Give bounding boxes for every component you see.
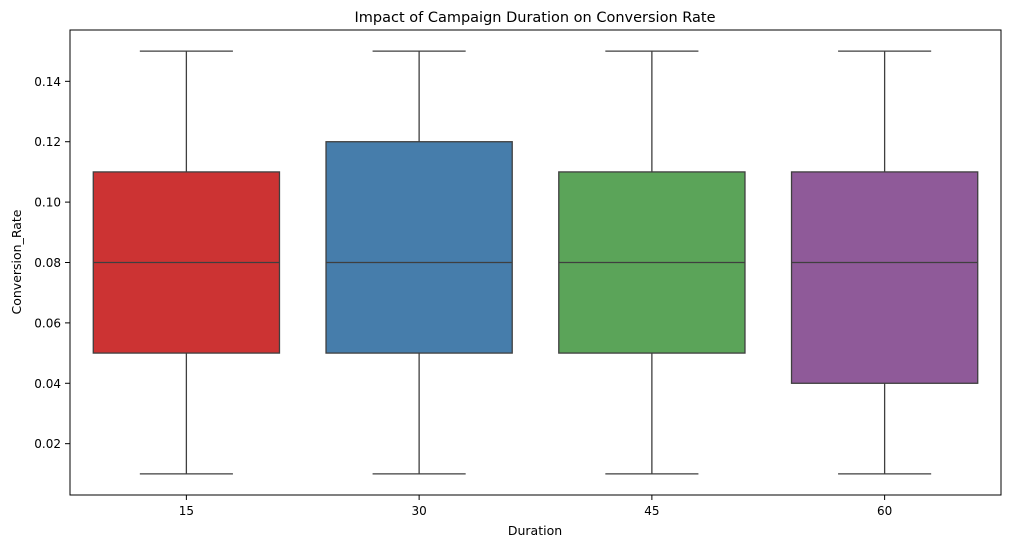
- y-tick-label-0.06: 0.06: [34, 316, 61, 330]
- y-tick-label-0.10: 0.10: [34, 196, 61, 210]
- box-group-15: [92, 50, 281, 475]
- box-group-30: [325, 50, 513, 475]
- box-group-45: [558, 50, 746, 475]
- x-tick-label-30: 30: [411, 504, 426, 518]
- x-axis-label: Duration: [508, 523, 562, 538]
- y-tick-label-0.14: 0.14: [34, 75, 61, 89]
- chart-title: Impact of Campaign Duration on Conversio…: [354, 10, 715, 26]
- y-tick-label-0.02: 0.02: [34, 437, 61, 451]
- plot-frame: [69, 29, 1002, 496]
- y-tick-label-0.12: 0.12: [34, 135, 61, 149]
- y-tick-label-0.04: 0.04: [34, 377, 61, 391]
- box-60: [790, 171, 979, 384]
- y-axis-label: Conversion_Rate: [9, 209, 24, 314]
- ticks-layer: 15 30 45 60 0.02 0.04 0.06 0.08 0.10 0.12 0.14: [34, 75, 892, 518]
- box-group-60: [790, 50, 979, 475]
- x-tick-label-60: 60: [877, 504, 892, 518]
- x-tick-label-45: 45: [644, 504, 659, 518]
- boxes-layer: [92, 50, 979, 475]
- y-tick-label-0.08: 0.08: [34, 256, 61, 270]
- x-tick-label-15: 15: [179, 504, 194, 518]
- box-30: [325, 141, 513, 354]
